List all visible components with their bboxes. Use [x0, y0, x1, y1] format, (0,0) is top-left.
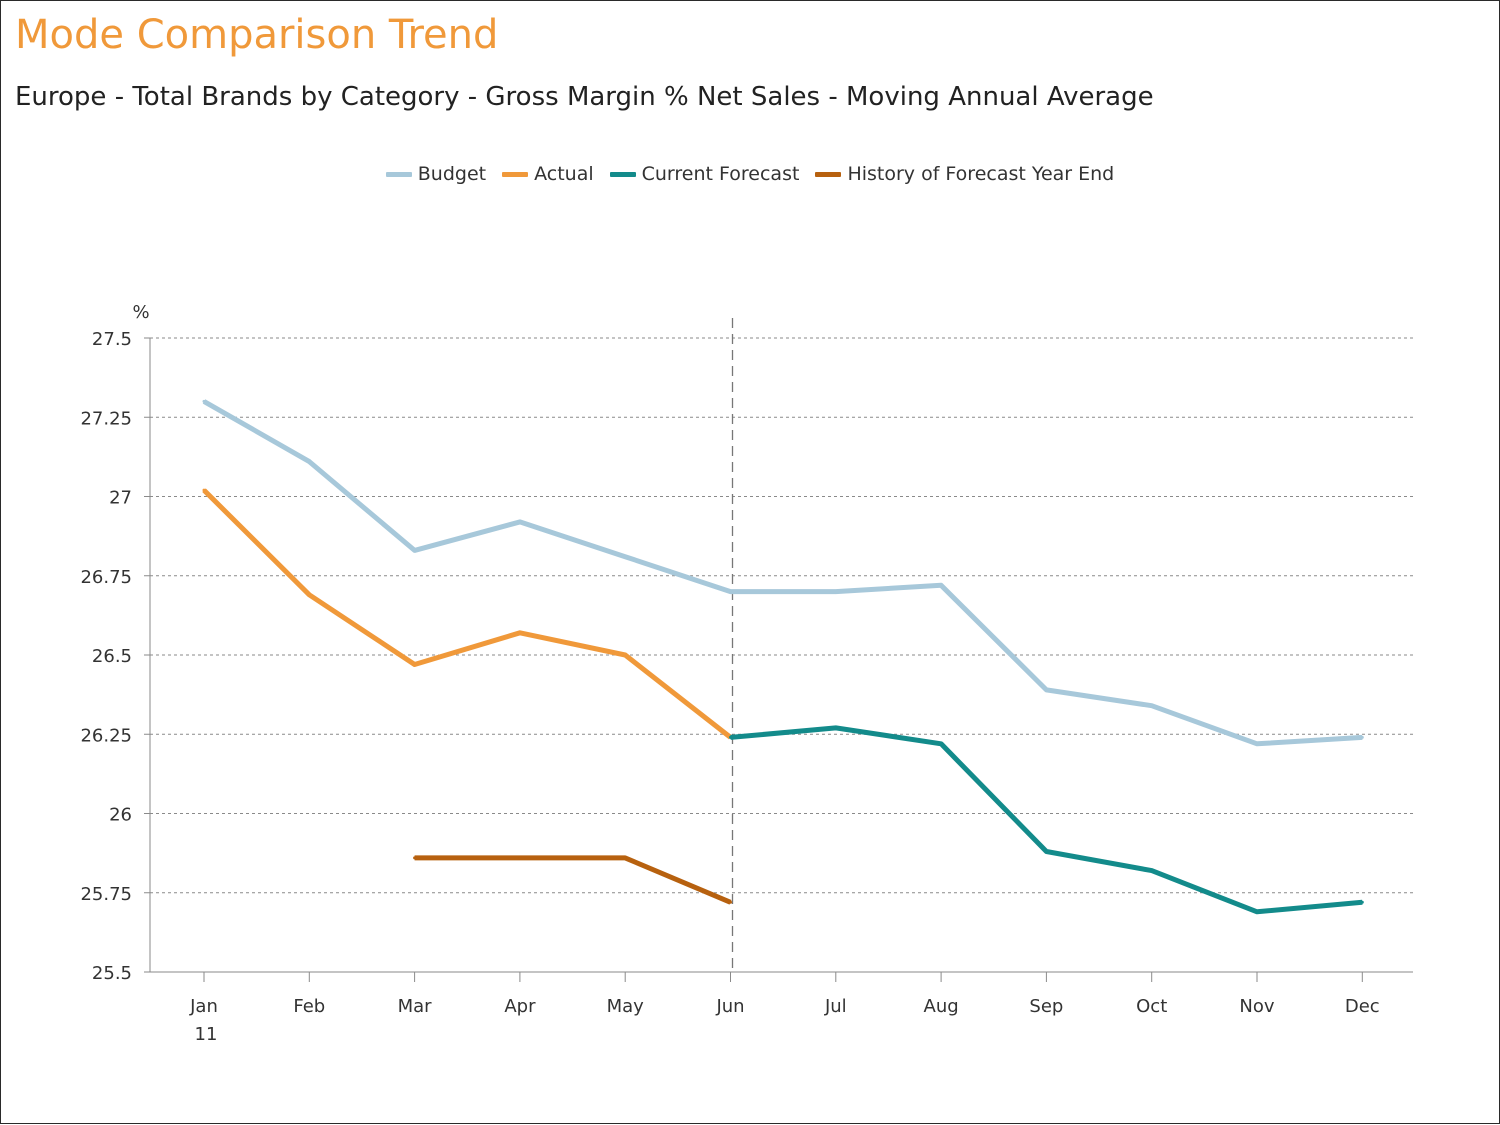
legend-item-current-forecast[interactable]: Current Forecast [609, 163, 800, 185]
legend-label-current-forecast: Current Forecast [641, 163, 800, 185]
point-actual-jan [202, 488, 206, 492]
legend-label-history-forecast: History of Forecast Year End [847, 163, 1115, 185]
legend-label-actual: Actual [534, 163, 594, 185]
series-line-history-of-forecast-year-end [414, 855, 732, 905]
y-tick-label-1: 27.25 [80, 408, 132, 429]
x-tick-label-aug: Aug [924, 996, 959, 1017]
x-tick-label-sep: Sep [1029, 996, 1063, 1017]
point-budget-oct [1150, 704, 1154, 708]
legend-item-actual[interactable]: Actual [502, 163, 594, 185]
x-tick-label-jun: Jun [715, 996, 744, 1017]
x-tick-label-mar: Mar [398, 996, 433, 1017]
chart-title: Mode Comparison Trend [15, 12, 499, 58]
point-current-forecast-sep [1044, 850, 1048, 854]
x-tick-label-may: May [607, 996, 645, 1017]
point-actual-feb [307, 593, 311, 597]
point-current-forecast-dec [1360, 900, 1364, 904]
y-tick-label-6: 26 [109, 805, 132, 826]
series-line-budget [202, 399, 1363, 747]
x-tick-label-feb: Feb [293, 996, 325, 1017]
point-budget-jul [834, 590, 838, 594]
point-budget-sep [1044, 688, 1048, 692]
point-budget-aug [939, 583, 943, 587]
y-tick-label-0: 27.5 [92, 329, 132, 350]
legend-swatch-budget [385, 171, 412, 177]
x-year-label: 11 [195, 1024, 218, 1045]
point-actual-mar [413, 663, 417, 667]
point-current-forecast-oct [1150, 869, 1154, 873]
y-tick-label-5: 26.25 [80, 725, 132, 746]
legend-item-budget[interactable]: Budget [385, 163, 487, 185]
point-budget-nov [1255, 742, 1259, 746]
point-budget-feb [307, 460, 311, 464]
point-budget-may [623, 555, 627, 559]
x-tick-label-apr: Apr [504, 996, 536, 1017]
point-budget-mar [413, 548, 417, 552]
legend-label-budget: Budget [417, 163, 487, 185]
x-tick-label-nov: Nov [1239, 996, 1274, 1017]
y-tick-label-2: 27 [109, 488, 132, 509]
y-unit-label: % [132, 302, 149, 323]
point-history-of-forecast-year-end-may [623, 856, 627, 860]
y-tick-label-4: 26.5 [92, 646, 132, 667]
point-history-of-forecast-year-end-apr [518, 856, 522, 860]
point-current-forecast-jul [834, 726, 838, 730]
point-actual-may [623, 653, 627, 657]
point-history-of-forecast-year-end-jun [729, 900, 732, 904]
point-current-forecast-jun [729, 735, 732, 739]
legend-swatch-actual [502, 171, 529, 177]
y-tick-label-7: 25.75 [80, 884, 132, 905]
chart-subtitle: Europe - Total Brands by Category - Gros… [15, 82, 1154, 112]
point-budget-apr [518, 520, 522, 524]
point-actual-apr [518, 631, 522, 635]
legend-swatch-current-forecast [609, 171, 636, 177]
point-budget-dec [1360, 735, 1364, 739]
y-tick-label-8: 25.5 [92, 963, 132, 984]
legend-swatch-history-forecast [815, 171, 842, 177]
point-current-forecast-aug [939, 742, 943, 746]
legend-item-history-forecast[interactable]: History of Forecast Year End [815, 163, 1114, 185]
x-tick-label-oct: Oct [1136, 996, 1167, 1017]
y-tick-label-3: 26.75 [80, 567, 132, 588]
point-budget-jan [202, 399, 206, 403]
x-tick-label-jan: Jan [189, 996, 218, 1017]
chart-legend: Budget Actual Current Forecast History o… [0, 163, 1500, 185]
point-budget-jun [729, 590, 732, 594]
series-line-current-forecast [730, 725, 1363, 915]
series-line-actual [202, 488, 733, 740]
x-tick-label-dec: Dec [1345, 996, 1380, 1017]
point-current-forecast-nov [1255, 910, 1259, 914]
point-history-of-forecast-year-end-mar [413, 856, 417, 860]
x-tick-label-jul: Jul [824, 996, 847, 1017]
